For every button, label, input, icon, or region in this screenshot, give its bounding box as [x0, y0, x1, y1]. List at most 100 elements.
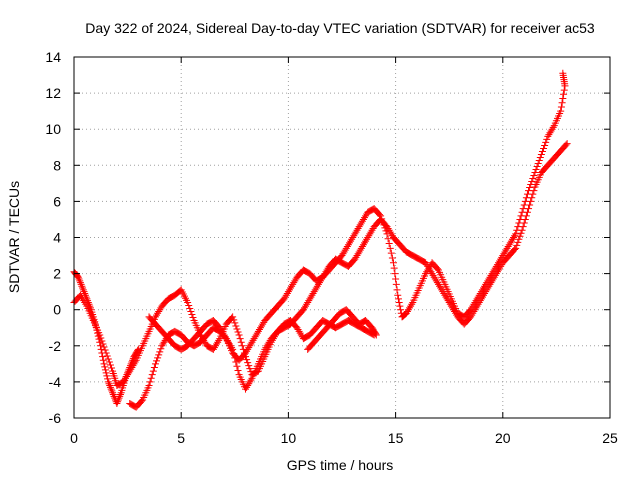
data-point — [359, 215, 367, 223]
data-point — [151, 313, 159, 321]
data-point — [281, 293, 289, 301]
y-tick-label: 12 — [45, 85, 61, 101]
axis-ticks: 0 5 10 15 20 25 -6 -4 -2 0 2 4 6 8 10 12 14 — [45, 49, 618, 446]
data-point — [482, 280, 490, 288]
data-point — [503, 244, 511, 252]
data-point — [384, 235, 392, 243]
data-point — [501, 248, 509, 256]
data-point — [242, 385, 250, 393]
data-point — [408, 300, 416, 308]
data-point — [101, 346, 109, 354]
data-point — [490, 266, 498, 274]
data-point — [475, 291, 483, 299]
data-point — [184, 298, 192, 306]
data-point — [347, 237, 355, 245]
series-track-a — [70, 268, 142, 408]
data-point — [358, 243, 366, 251]
data-point — [387, 249, 395, 257]
data-point — [517, 212, 525, 220]
data-point — [129, 354, 137, 362]
data-point — [95, 335, 103, 343]
data-point — [131, 358, 139, 366]
data-point — [559, 69, 567, 77]
data-point — [500, 250, 508, 258]
data-point — [351, 255, 359, 263]
data-point — [213, 340, 221, 348]
chart-title: Day 322 of 2024, Sidereal Day-to-day VTE… — [85, 20, 595, 36]
data-point — [81, 289, 89, 297]
data-point — [120, 376, 128, 384]
data-point — [515, 219, 523, 227]
data-point — [338, 252, 346, 260]
data-point — [546, 129, 554, 137]
data-point — [363, 235, 371, 243]
data-point — [440, 289, 448, 297]
data-point — [312, 284, 320, 292]
data-point — [432, 277, 440, 285]
data-point — [364, 234, 372, 241]
data-point — [343, 243, 351, 251]
data-point — [355, 248, 363, 256]
data-point — [423, 268, 431, 276]
data-point — [352, 228, 360, 236]
data-point — [516, 232, 524, 240]
data-point — [234, 328, 242, 336]
data-point — [504, 243, 512, 251]
data-point — [505, 241, 513, 249]
data-point — [513, 226, 521, 234]
data-point — [99, 340, 107, 348]
data-point — [217, 326, 225, 334]
data-point — [518, 208, 526, 216]
data-point — [341, 246, 349, 254]
data-point — [488, 270, 496, 278]
data-point — [245, 380, 253, 388]
data-point — [309, 289, 317, 297]
data-point — [492, 262, 500, 270]
data-point — [80, 288, 88, 296]
data-point — [77, 280, 85, 288]
data-point — [261, 345, 269, 353]
y-tick-label: -2 — [49, 338, 62, 354]
y-tick-label: 8 — [53, 157, 61, 173]
data-point — [385, 226, 393, 234]
data-point — [209, 345, 217, 353]
x-tick-label: 15 — [388, 430, 404, 446]
data-point — [422, 259, 430, 267]
data-point — [433, 265, 441, 273]
data-point — [138, 397, 146, 405]
data-point — [557, 107, 565, 115]
data-point — [108, 387, 116, 395]
data-point — [536, 153, 544, 161]
data-point — [98, 337, 106, 345]
data-point — [495, 259, 503, 267]
data-point — [485, 275, 493, 283]
data-point — [155, 351, 163, 359]
data-point — [238, 342, 246, 350]
data-point — [354, 224, 362, 232]
data-point — [101, 366, 109, 374]
x-tick-label: 10 — [281, 430, 297, 446]
data-point — [128, 363, 136, 371]
data-point — [121, 374, 129, 382]
data-point — [304, 298, 312, 306]
data-point — [560, 86, 568, 94]
data-point — [382, 227, 390, 235]
data-point — [233, 325, 241, 333]
data-point — [186, 304, 194, 312]
data-point — [153, 357, 161, 365]
data-point — [157, 345, 165, 353]
data-point — [160, 338, 168, 346]
data-point — [358, 217, 366, 225]
data-point — [82, 300, 90, 308]
data-point — [537, 150, 545, 158]
data-point — [254, 327, 262, 335]
data-point — [148, 371, 156, 379]
data-point — [404, 306, 412, 314]
data-point — [288, 282, 296, 290]
y-axis-label: SDTVAR / TECUs — [6, 181, 22, 293]
data-point — [548, 125, 556, 133]
data-point — [357, 244, 365, 252]
data-point — [79, 286, 87, 294]
data-point — [76, 277, 84, 285]
